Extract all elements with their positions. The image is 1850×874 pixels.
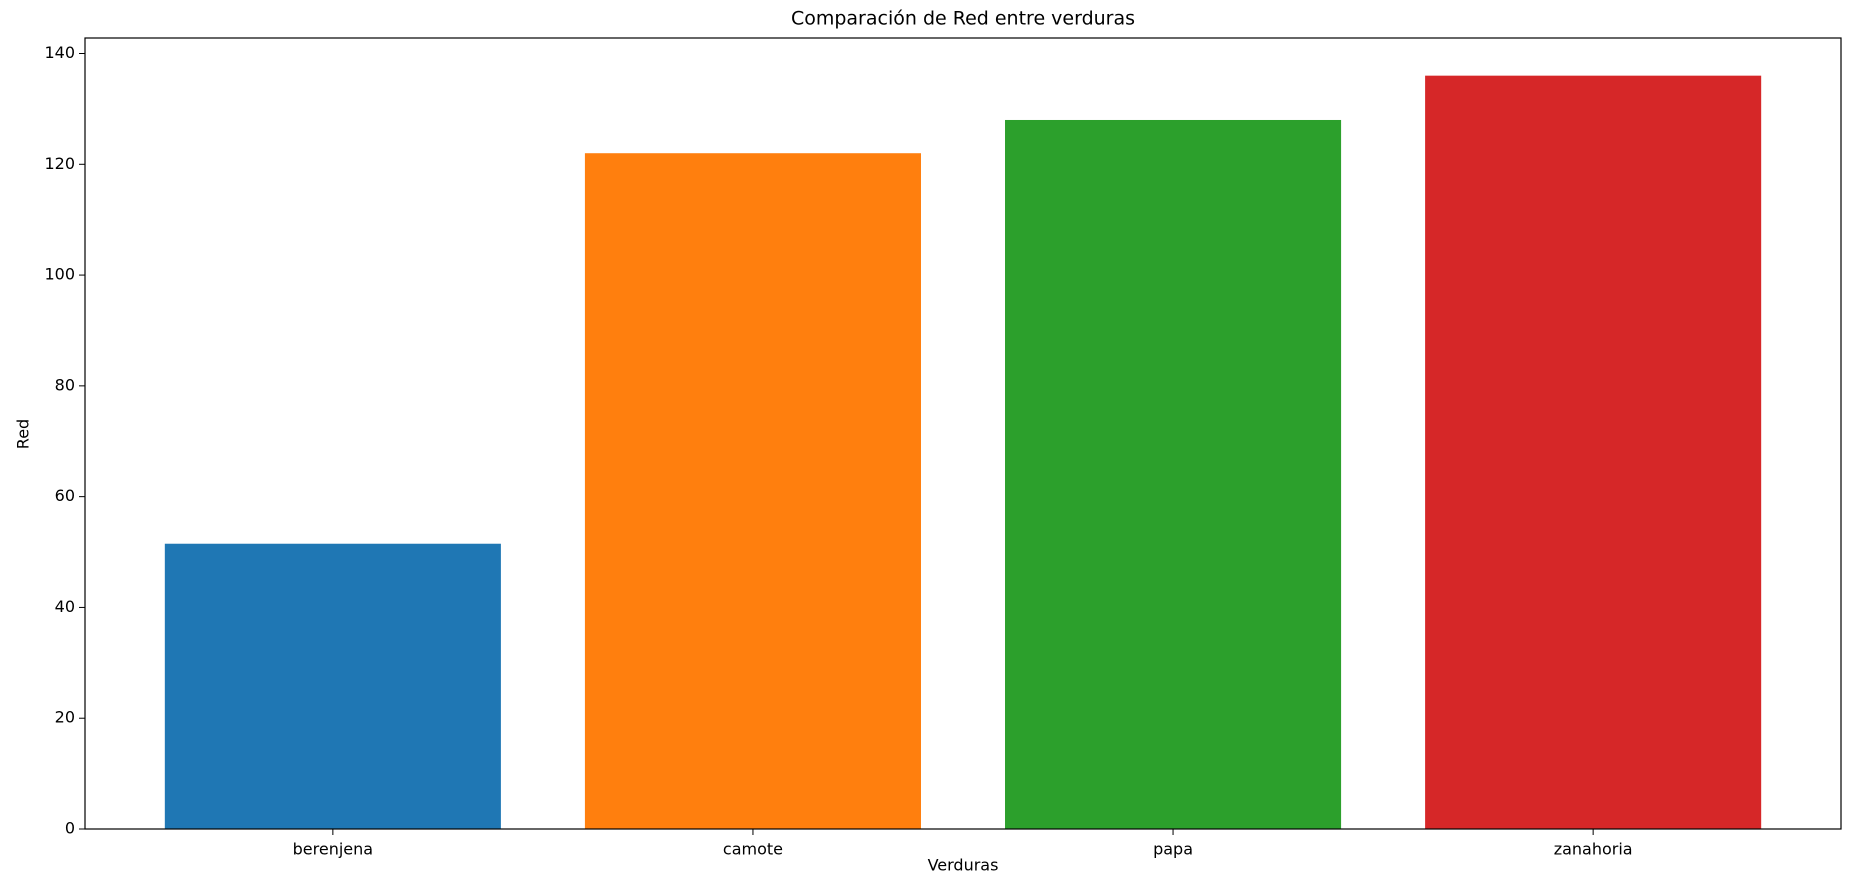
y-tick-label: 60 bbox=[55, 486, 75, 505]
bar bbox=[584, 153, 921, 829]
x-axis-label: Verduras bbox=[928, 856, 999, 874]
x-tick-label: zanahoria bbox=[1554, 840, 1633, 859]
y-axis-label: Red bbox=[14, 419, 33, 449]
bar bbox=[1005, 119, 1342, 829]
bar bbox=[164, 543, 501, 829]
x-tick-label: berenjena bbox=[293, 840, 373, 859]
x-tick-label: papa bbox=[1153, 840, 1193, 859]
y-tick-label: 120 bbox=[44, 154, 75, 173]
plot-frame bbox=[84, 37, 1842, 830]
y-tick-label: 100 bbox=[44, 265, 75, 284]
y-tick-label: 140 bbox=[44, 43, 75, 62]
y-tick-label: 40 bbox=[55, 597, 75, 616]
y-tick-label: 20 bbox=[55, 708, 75, 727]
y-tick-label: 80 bbox=[55, 375, 75, 394]
y-tick-label: 0 bbox=[65, 819, 75, 838]
chart-title: Comparación de Red entre verduras bbox=[791, 8, 1135, 30]
bar bbox=[1425, 75, 1762, 829]
x-tick-label: camote bbox=[723, 840, 783, 859]
